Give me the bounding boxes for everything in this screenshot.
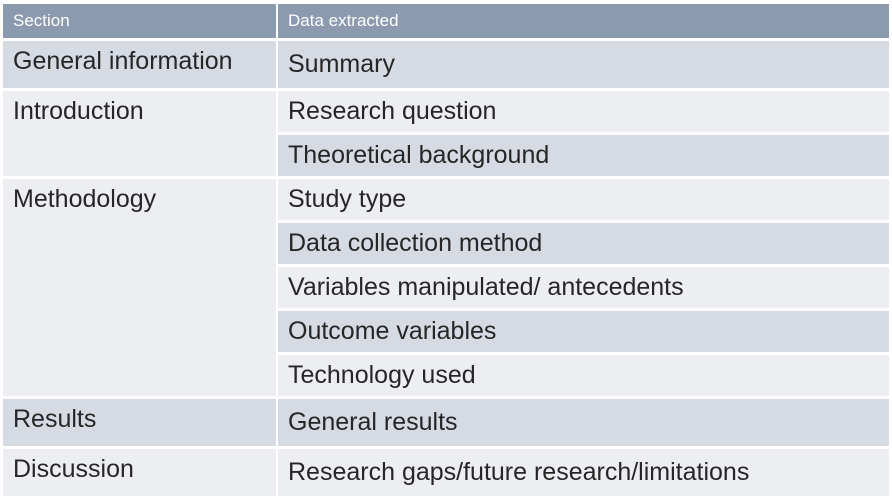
data-item: Study type (277, 177, 889, 223)
table-row: Discussion Research gaps/future research… (3, 447, 889, 499)
table-row: Variables manipulated/ antecedents (3, 265, 889, 311)
data-item: General results (277, 397, 889, 449)
header-row: Section Data extracted (3, 4, 889, 41)
table-row: General information Summary (3, 39, 889, 91)
header-section: Section (3, 4, 278, 41)
data-item: Theoretical background (277, 133, 889, 179)
table-row: Data collection method (3, 221, 889, 267)
data-item: Summary (277, 39, 889, 91)
table-row: Technology used (3, 353, 889, 399)
data-extraction-table: Section Data extracted General informati… (3, 4, 889, 499)
data-item: Research question (277, 89, 889, 135)
data-item: Research gaps/future research/limitation… (277, 447, 889, 499)
section-results: Results (3, 397, 278, 449)
extraction-table-container: Section Data extracted General informati… (3, 4, 889, 499)
data-item: Technology used (277, 353, 889, 399)
section-introduction: Introduction (3, 89, 278, 179)
section-methodology: Methodology (3, 177, 278, 399)
table-row: Outcome variables (3, 309, 889, 355)
data-item: Data collection method (277, 221, 889, 267)
data-item: Variables manipulated/ antecedents (277, 265, 889, 311)
data-item: Outcome variables (277, 309, 889, 355)
table-row: Methodology Study type (3, 177, 889, 399)
header-data-extracted: Data extracted (277, 4, 889, 41)
section-discussion: Discussion (3, 447, 278, 499)
table-row: Theoretical background (3, 133, 889, 179)
table-row: Results General results (3, 397, 889, 449)
section-general-information: General information (3, 39, 278, 91)
table-row: Introduction Research question (3, 89, 889, 179)
